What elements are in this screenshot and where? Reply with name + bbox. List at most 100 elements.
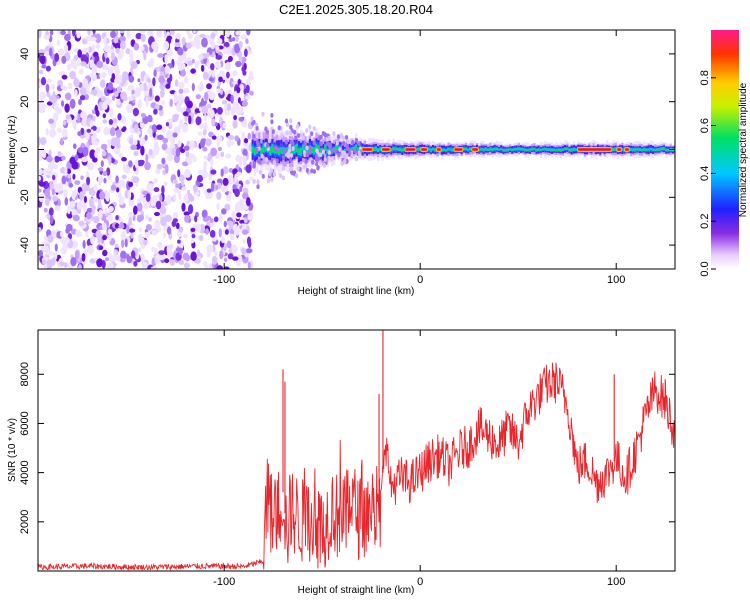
signal-cell [467,149,470,151]
signal-cell [465,148,468,150]
noise-cell [165,122,169,127]
noise-cell [161,202,165,213]
noise-cell [196,175,203,183]
noise-cell [187,56,192,62]
signal-halo-cell [289,166,293,172]
noise-cell [74,89,78,97]
noise-cell [172,113,180,119]
signal-cell [280,147,283,154]
hot-segment-core [436,148,441,151]
signal-cell [295,146,298,151]
snr-frame [37,329,676,572]
noise-cell [205,215,212,220]
noise-cell [81,253,86,262]
noise-cell [140,145,145,156]
noise-cell [41,64,47,69]
signal-halo-cell [258,159,262,165]
noise-cell [93,215,100,224]
noise-cell [51,188,56,196]
noise-cell [71,209,76,217]
signal-cell [634,148,637,151]
noise-cell [165,164,169,174]
noise-cell [165,197,172,205]
noise-cell [124,238,128,248]
signal-cell [447,148,450,150]
noise-cell [245,164,252,174]
signal-cell [533,148,536,150]
noise-cell [232,119,238,129]
noise-cell [61,128,68,138]
signal-halo-cell [312,169,316,174]
figure-title: C2E1.2025.305.18.20.R04 [279,2,433,17]
noise-cell [87,162,94,171]
noise-cell [118,152,124,159]
noise-cell [80,54,87,63]
signal-halo-cell [293,170,297,176]
noise-cell [114,223,120,229]
noise-cell [119,30,125,34]
signal-cell [324,145,327,150]
hot-segment-core [421,148,427,151]
noise-cell [216,135,223,143]
noise-cell [155,200,162,210]
signal-halo-cell [252,133,256,139]
noise-cell [157,53,165,58]
noise-cell [169,98,173,107]
signal-halo-cell [322,163,326,168]
signal-halo-cell [327,136,331,141]
noise-cell [76,60,81,67]
noise-cell [38,193,45,203]
noise-cell [70,257,77,267]
noise-cell [52,174,56,181]
noise-cell [184,114,188,122]
signal-cell [564,147,567,150]
noise-cell [133,42,140,51]
noise-cell [114,243,119,248]
signal-halo-cell [304,159,308,164]
signal-cell [379,148,382,150]
noise-cell [43,34,51,40]
noise-cell [63,262,68,268]
noise-cell [234,173,238,183]
noise-cell [38,108,46,114]
noise-cell [225,45,233,56]
noise-cell [57,48,65,56]
noise-cell [110,137,118,147]
noise-cell [173,187,180,194]
signal-cell [557,149,560,151]
noise-cell [172,132,178,138]
noise-cell [232,80,239,86]
noise-cell [242,229,249,235]
signal-cell [278,149,281,154]
noise-cell [238,51,243,60]
signal-halo-cell [305,145,309,151]
noise-cell [226,103,232,111]
spectrogram-ticks: -100 0 100 -40 -20 0 20 40 [19,30,675,286]
signal-halo-cell [297,133,301,138]
noise-cell [72,30,76,37]
signal-cell [313,149,316,153]
noise-cell [190,227,196,232]
noise-cell [113,250,117,261]
signal-halo-cell [268,171,272,177]
noise-cell [201,209,208,219]
signal-cell [449,148,452,151]
noise-cell [148,217,152,222]
noise-cell [184,75,189,84]
noise-cell [190,239,194,244]
hot-segment-core [617,148,622,151]
noise-cell [151,229,158,236]
signal-halo-cell [280,133,284,138]
noise-cell [241,247,247,255]
signal-halo-cell [267,138,271,144]
signal-cell [315,144,318,149]
noise-cell [140,112,146,118]
signal-halo-cell [281,175,285,181]
noise-cell [210,63,215,71]
signal-cell [500,148,503,150]
noise-cell [205,194,212,200]
noise-cell [106,139,112,144]
noise-cell [192,30,197,34]
noise-cell [128,217,132,226]
noise-cell [202,129,207,136]
